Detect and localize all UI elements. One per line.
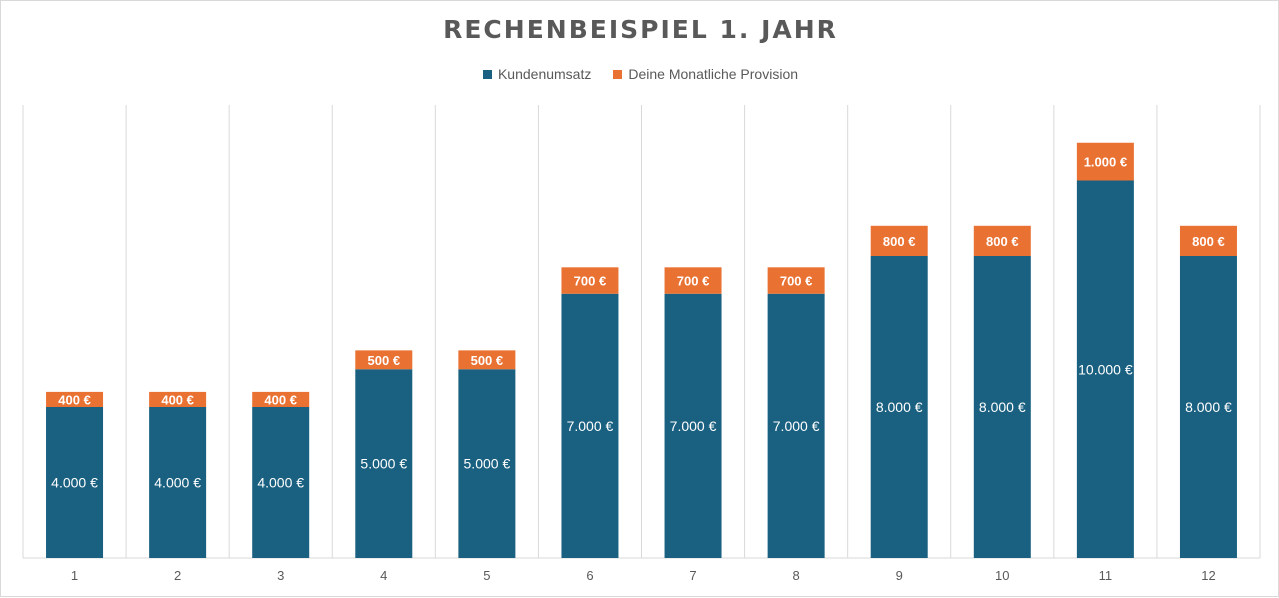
data-label-provision: 500 € [471,353,504,368]
x-tick-label: 6 [586,568,593,583]
data-label-provision: 800 € [883,234,916,249]
bar-provision [1076,142,1134,181]
data-label-provision: 500 € [368,353,401,368]
data-label-provision: 800 € [986,234,1019,249]
x-tick-label: 7 [689,568,696,583]
data-label-provision: 400 € [58,392,91,407]
x-tick-label: 9 [896,568,903,583]
data-label-kundenumsatz: 8.000 € [979,399,1026,415]
data-label-kundenumsatz: 8.000 € [876,399,923,415]
data-label-provision: 1.000 € [1084,155,1127,170]
bar-provision [149,391,207,407]
x-tick-label: 2 [174,568,181,583]
data-label-kundenumsatz: 4.000 € [51,475,98,491]
bar-kundenumsatz [1179,256,1237,558]
data-label-kundenumsatz: 4.000 € [154,475,201,491]
x-tick-label: 4 [380,568,387,583]
data-label-kundenumsatz: 4.000 € [257,475,304,491]
bar-provision [252,391,310,407]
x-tick-label: 3 [277,568,284,583]
bar-provision [561,267,619,294]
legend-label-provision: Deine Monatliche Provision [628,66,799,82]
bar-kundenumsatz [149,407,207,558]
bar-kundenumsatz [458,369,516,558]
chart-title: RECHENBEISPIEL 1. JAHR [443,15,838,44]
x-tick-label: 5 [483,568,490,583]
data-label-provision: 700 € [574,274,607,289]
data-label-provision: 400 € [264,392,297,407]
data-label-kundenumsatz: 10.000 € [1078,361,1133,377]
data-label-provision: 800 € [1192,234,1225,249]
data-label-kundenumsatz: 5.000 € [360,456,407,472]
bar-kundenumsatz [870,256,928,558]
bar-provision [664,267,722,294]
x-tick-label: 8 [793,568,800,583]
data-label-kundenumsatz: 7.000 € [670,418,717,434]
bar-provision [355,350,413,370]
legend-label-kundenumsatz: Kundenumsatz [497,66,592,82]
data-label-provision: 700 € [677,274,710,289]
bar-provision [973,225,1031,256]
x-tick-label: 10 [995,568,1009,583]
data-label-kundenumsatz: 8.000 € [1185,399,1232,415]
bar-kundenumsatz [561,293,619,558]
legend-swatch-kundenumsatz [482,69,492,79]
bar-kundenumsatz [664,293,722,558]
bar-kundenumsatz [252,407,310,558]
bar-kundenumsatz [973,256,1031,558]
x-tick-label: 11 [1099,568,1113,583]
data-label-kundenumsatz: 7.000 € [773,418,820,434]
bar-provision [46,391,104,407]
data-label-provision: 400 € [161,392,194,407]
legend-item-kundenumsatz: Kundenumsatz [482,66,592,82]
data-label-kundenumsatz: 5.000 € [464,456,511,472]
bar-kundenumsatz [767,293,825,558]
bar-provision [458,350,516,370]
bar-provision [767,267,825,294]
bar-kundenumsatz [355,369,413,558]
bar-provision [870,225,928,256]
x-tick-label: 1 [71,568,78,583]
legend-swatch-provision [613,69,623,79]
chart-legend: Kundenumsatz Deine Monatliche Provision [1,66,1279,82]
data-label-kundenumsatz: 7.000 € [567,418,614,434]
x-tick-label: 12 [1201,568,1215,583]
bar-provision [1179,225,1237,256]
legend-item-provision: Deine Monatliche Provision [613,66,798,82]
bar-kundenumsatz [1076,180,1134,558]
data-label-provision: 700 € [780,274,813,289]
bar-kundenumsatz [46,407,104,558]
